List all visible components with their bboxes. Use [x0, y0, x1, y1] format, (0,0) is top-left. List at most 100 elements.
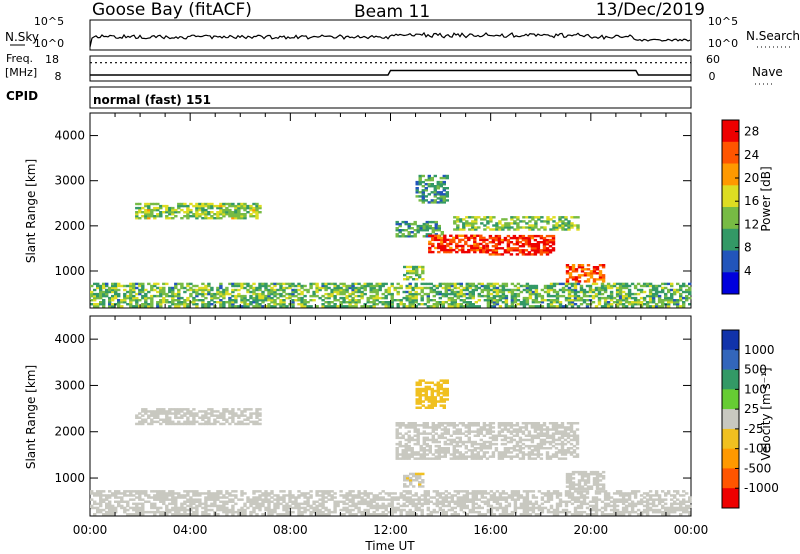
echo-cell	[542, 442, 547, 446]
echo-cell	[428, 449, 432, 452]
echo-cell	[530, 234, 535, 238]
echo-cell	[639, 290, 644, 294]
echo-cell	[414, 502, 418, 506]
echo-cell	[445, 193, 449, 196]
echo-cell	[425, 222, 429, 226]
echo-cell	[510, 292, 515, 296]
echo-cell	[276, 502, 280, 506]
echo-cell	[207, 213, 211, 216]
echo-cell	[336, 504, 340, 508]
echo-cell	[413, 428, 417, 431]
echo-cell	[395, 227, 399, 230]
echo-cell	[549, 228, 553, 231]
echo-cell	[521, 451, 526, 454]
echo-cell	[507, 494, 512, 497]
echo-cell	[494, 247, 499, 250]
echo-cell	[627, 284, 632, 288]
echo-cell	[549, 303, 554, 306]
echo-cell	[545, 430, 550, 433]
echo-cell	[415, 189, 419, 192]
echo-cell	[516, 216, 520, 219]
echo-cell	[375, 292, 379, 296]
echo-cell	[477, 492, 481, 495]
echo-cell	[237, 513, 241, 516]
echo-cell	[210, 211, 214, 214]
echo-cell	[425, 424, 429, 427]
echo-cell	[455, 449, 459, 452]
echo-cell	[231, 301, 235, 304]
echo-cell	[354, 305, 358, 308]
echo-cell	[436, 183, 440, 186]
echo-cell	[422, 227, 426, 230]
echo-cell	[312, 502, 316, 506]
echo-cell	[321, 286, 325, 290]
echo-cell	[171, 206, 175, 210]
echo-cell	[500, 253, 505, 256]
echo-cell	[333, 290, 337, 294]
echo-cell	[315, 500, 319, 503]
echo-cell	[630, 492, 635, 495]
echo-cell	[189, 286, 193, 290]
echo-cell	[567, 288, 572, 292]
echo-cell	[144, 510, 148, 514]
echo-cell	[503, 424, 508, 427]
echo-cell	[573, 506, 578, 510]
echo-cell	[432, 288, 436, 292]
echo-cell	[165, 420, 169, 424]
echo-cell	[489, 508, 494, 512]
echo-cell	[480, 494, 484, 497]
echo-cell	[195, 211, 199, 214]
echo-cell	[667, 296, 671, 300]
echo-cell	[445, 176, 449, 180]
echo-cell	[473, 430, 477, 433]
echo-cell	[219, 294, 223, 298]
echo-cell	[456, 513, 460, 516]
echo-cell	[231, 513, 235, 516]
echo-cell	[624, 294, 629, 298]
echo-cell	[554, 442, 559, 446]
echo-cell	[410, 455, 414, 458]
echo-cell	[401, 453, 405, 456]
echo-cell	[546, 216, 550, 219]
echo-cell	[615, 492, 620, 495]
echo-cell	[537, 506, 542, 510]
echo-cell	[443, 234, 447, 237]
echo-cell	[144, 410, 148, 413]
echo-cell	[580, 268, 585, 271]
echo-cell	[552, 299, 557, 302]
echo-cell	[524, 426, 529, 429]
nave-tick-bottom: 0	[709, 70, 716, 83]
echo-cell	[360, 290, 364, 294]
echo-cell	[141, 215, 145, 218]
echo-cell	[530, 440, 535, 444]
echo-cell	[348, 498, 352, 501]
nave-tick-top: 60	[706, 53, 720, 66]
echo-cell	[300, 513, 304, 516]
echo-cell	[458, 444, 462, 448]
nsky-tick-bottom: 10^0	[34, 37, 64, 50]
echo-cell	[603, 506, 608, 510]
echo-cell	[536, 251, 541, 254]
echo-cell	[570, 492, 575, 495]
echo-cell	[432, 294, 436, 298]
echo-cell	[315, 305, 319, 308]
echo-cell	[534, 286, 539, 290]
echo-cell	[327, 282, 331, 286]
echo-cell	[540, 496, 545, 499]
echo-cell	[473, 424, 477, 427]
echo-cell	[339, 301, 343, 304]
echo-cell	[434, 220, 438, 224]
echo-cell	[240, 498, 244, 501]
echo-cell	[443, 246, 447, 250]
echo-cell	[480, 288, 484, 292]
echo-cell	[459, 496, 463, 499]
echo-cell	[219, 282, 223, 286]
echo-cell	[452, 453, 456, 456]
echo-cell	[240, 506, 244, 510]
echo-cell	[183, 301, 187, 304]
echo-cell	[99, 296, 103, 300]
echo-cell	[676, 303, 680, 306]
echo-cell	[569, 451, 574, 454]
echo-cell	[462, 494, 466, 497]
echo-cell	[540, 220, 544, 223]
